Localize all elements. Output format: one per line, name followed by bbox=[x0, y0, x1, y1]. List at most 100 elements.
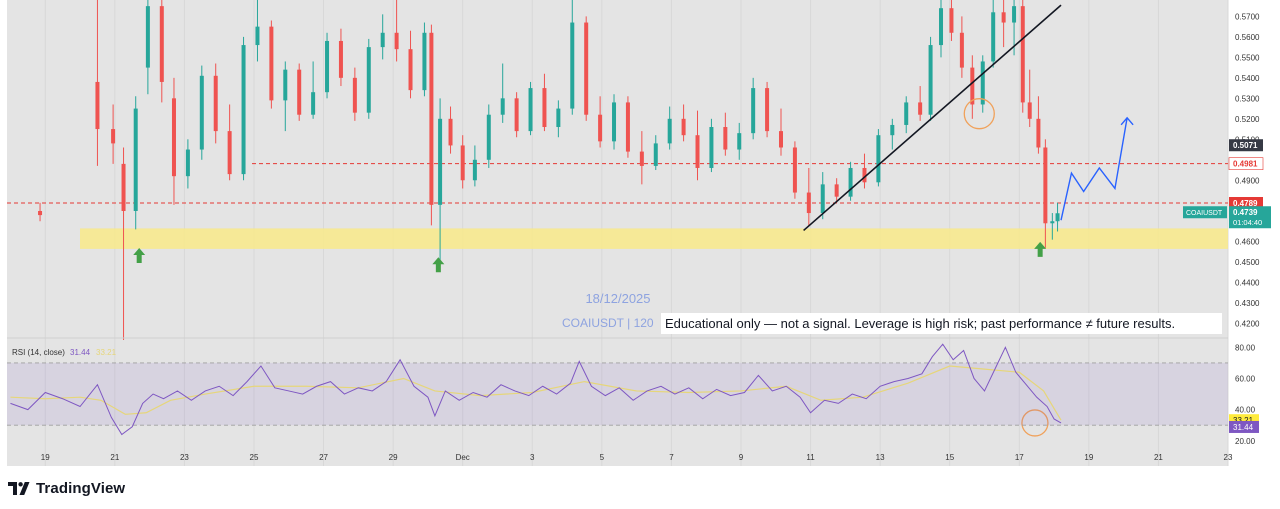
time-axis-label: 19 bbox=[1084, 453, 1093, 462]
disclaimer-text: Educational only — not a signal. Leverag… bbox=[665, 316, 1175, 331]
trading-chart[interactable]: 18/12/2025 COAIUSDT | 120 Educational on… bbox=[0, 0, 1280, 470]
current-price-background bbox=[1229, 206, 1271, 229]
bearish-candle bbox=[394, 0, 399, 62]
time-axis-label: 27 bbox=[319, 453, 328, 462]
bearish-candle bbox=[297, 63, 302, 121]
bullish-candle bbox=[667, 106, 672, 150]
bearish-candle bbox=[1020, 0, 1025, 113]
candle-body bbox=[959, 32, 964, 68]
price-tag: 0.4789 bbox=[1229, 197, 1263, 210]
candle-body bbox=[653, 143, 658, 166]
bullish-candle bbox=[133, 96, 138, 230]
bearish-candle bbox=[778, 108, 783, 156]
candle-body bbox=[394, 32, 399, 50]
time-axis-label: 17 bbox=[1015, 453, 1024, 462]
candle-body bbox=[438, 118, 443, 205]
projection-line bbox=[1060, 117, 1128, 221]
bullish-candle bbox=[472, 145, 477, 187]
candle-body bbox=[408, 49, 413, 91]
bullish-candle bbox=[556, 100, 561, 138]
price-tag-background bbox=[1229, 139, 1263, 152]
price-axis-label: 0.4600 bbox=[1235, 238, 1260, 247]
bullish-candle bbox=[199, 65, 204, 160]
candle-body bbox=[980, 61, 985, 105]
candle-body bbox=[625, 102, 630, 152]
bearish-candle bbox=[695, 110, 700, 181]
price-axis-label: 0.4300 bbox=[1235, 299, 1260, 308]
candle-body bbox=[949, 8, 954, 33]
bearish-candle bbox=[792, 141, 797, 199]
candle-body bbox=[778, 131, 783, 148]
bullish-candle bbox=[737, 122, 742, 160]
projection-path[interactable] bbox=[1060, 116, 1134, 221]
rsi-value-tag-text: 31.44 bbox=[1233, 423, 1254, 432]
bearish-candle bbox=[959, 16, 964, 78]
candle-body bbox=[939, 8, 944, 46]
bullish-candle bbox=[904, 96, 909, 134]
candle-body bbox=[227, 131, 232, 175]
bullish-candle bbox=[422, 22, 427, 97]
candle-body bbox=[311, 92, 316, 115]
price-axis-label: 0.4400 bbox=[1235, 279, 1260, 288]
bullish-candle bbox=[928, 36, 933, 121]
disclaimer-background bbox=[661, 313, 1222, 334]
time-axis-label: 21 bbox=[1154, 453, 1163, 462]
bullish-candle bbox=[820, 172, 825, 220]
rsi-ma-line bbox=[10, 365, 1062, 421]
bearish-candle bbox=[1043, 139, 1048, 248]
rsi-band bbox=[7, 362, 1228, 426]
candle-body bbox=[297, 69, 302, 115]
bullish-candle bbox=[241, 36, 246, 181]
rsi-axis-label: 80.00 bbox=[1235, 343, 1256, 352]
candlestick-series bbox=[38, 0, 1060, 341]
candle-body bbox=[1055, 213, 1060, 222]
candle-body bbox=[709, 127, 714, 168]
buy-arrows bbox=[133, 241, 1047, 273]
candle-body bbox=[352, 77, 357, 113]
price-tag-background bbox=[1229, 197, 1263, 210]
time-axis[interactable]: 19 21 23 25 27 29 Dec 3 5 7 9 11 13 15 17 19 21 23 bbox=[41, 453, 1233, 462]
bullish-candle bbox=[311, 61, 316, 119]
candle-body bbox=[366, 47, 371, 113]
rsi-axis-label: 20.00 bbox=[1235, 437, 1256, 446]
bullish-candle bbox=[848, 161, 853, 201]
candle-body bbox=[928, 45, 933, 115]
bullish-candle bbox=[876, 129, 881, 187]
price-tag-text: 0.4789 bbox=[1233, 199, 1258, 208]
bearish-candle bbox=[681, 104, 686, 142]
candle-body bbox=[834, 184, 839, 197]
candle-body bbox=[542, 88, 547, 128]
bullish-candle bbox=[570, 0, 575, 115]
up-arrow-marker bbox=[432, 257, 445, 273]
trendline[interactable] bbox=[803, 4, 1062, 232]
bearish-candle bbox=[171, 77, 176, 205]
tradingview-logo[interactable]: TradingView bbox=[8, 478, 125, 498]
bullish-candle bbox=[890, 118, 895, 150]
rsi-legend-label[interactable]: RSI (14, close) bbox=[12, 348, 65, 357]
highlight-circles bbox=[963, 98, 1049, 437]
candle-body bbox=[1027, 102, 1032, 119]
bullish-candle bbox=[325, 32, 330, 99]
price-axis-label: 0.5700 bbox=[1235, 12, 1260, 21]
candle-body bbox=[765, 88, 770, 132]
candle-body bbox=[862, 167, 867, 183]
time-axis-label: Dec bbox=[456, 453, 470, 462]
current-symbol-background bbox=[1183, 206, 1227, 219]
candle-body bbox=[751, 88, 756, 134]
candle-body bbox=[486, 114, 491, 160]
bearish-candle bbox=[1001, 0, 1006, 48]
watermark-date: 18/12/2025 bbox=[585, 291, 650, 306]
bullish-candle bbox=[751, 77, 756, 140]
up-arrow-marker bbox=[133, 248, 146, 264]
time-axis-label: 15 bbox=[945, 453, 954, 462]
candle-body bbox=[121, 163, 126, 211]
candle-body bbox=[283, 69, 288, 101]
watermark: 18/12/2025 COAIUSDT | 120 bbox=[562, 291, 654, 330]
candle-body bbox=[918, 102, 923, 115]
bearish-candle bbox=[460, 135, 465, 189]
candle-body bbox=[255, 26, 260, 46]
candle-body bbox=[848, 167, 853, 197]
price-axis-label: 0.4900 bbox=[1235, 176, 1260, 185]
bullish-candle bbox=[939, 0, 944, 58]
